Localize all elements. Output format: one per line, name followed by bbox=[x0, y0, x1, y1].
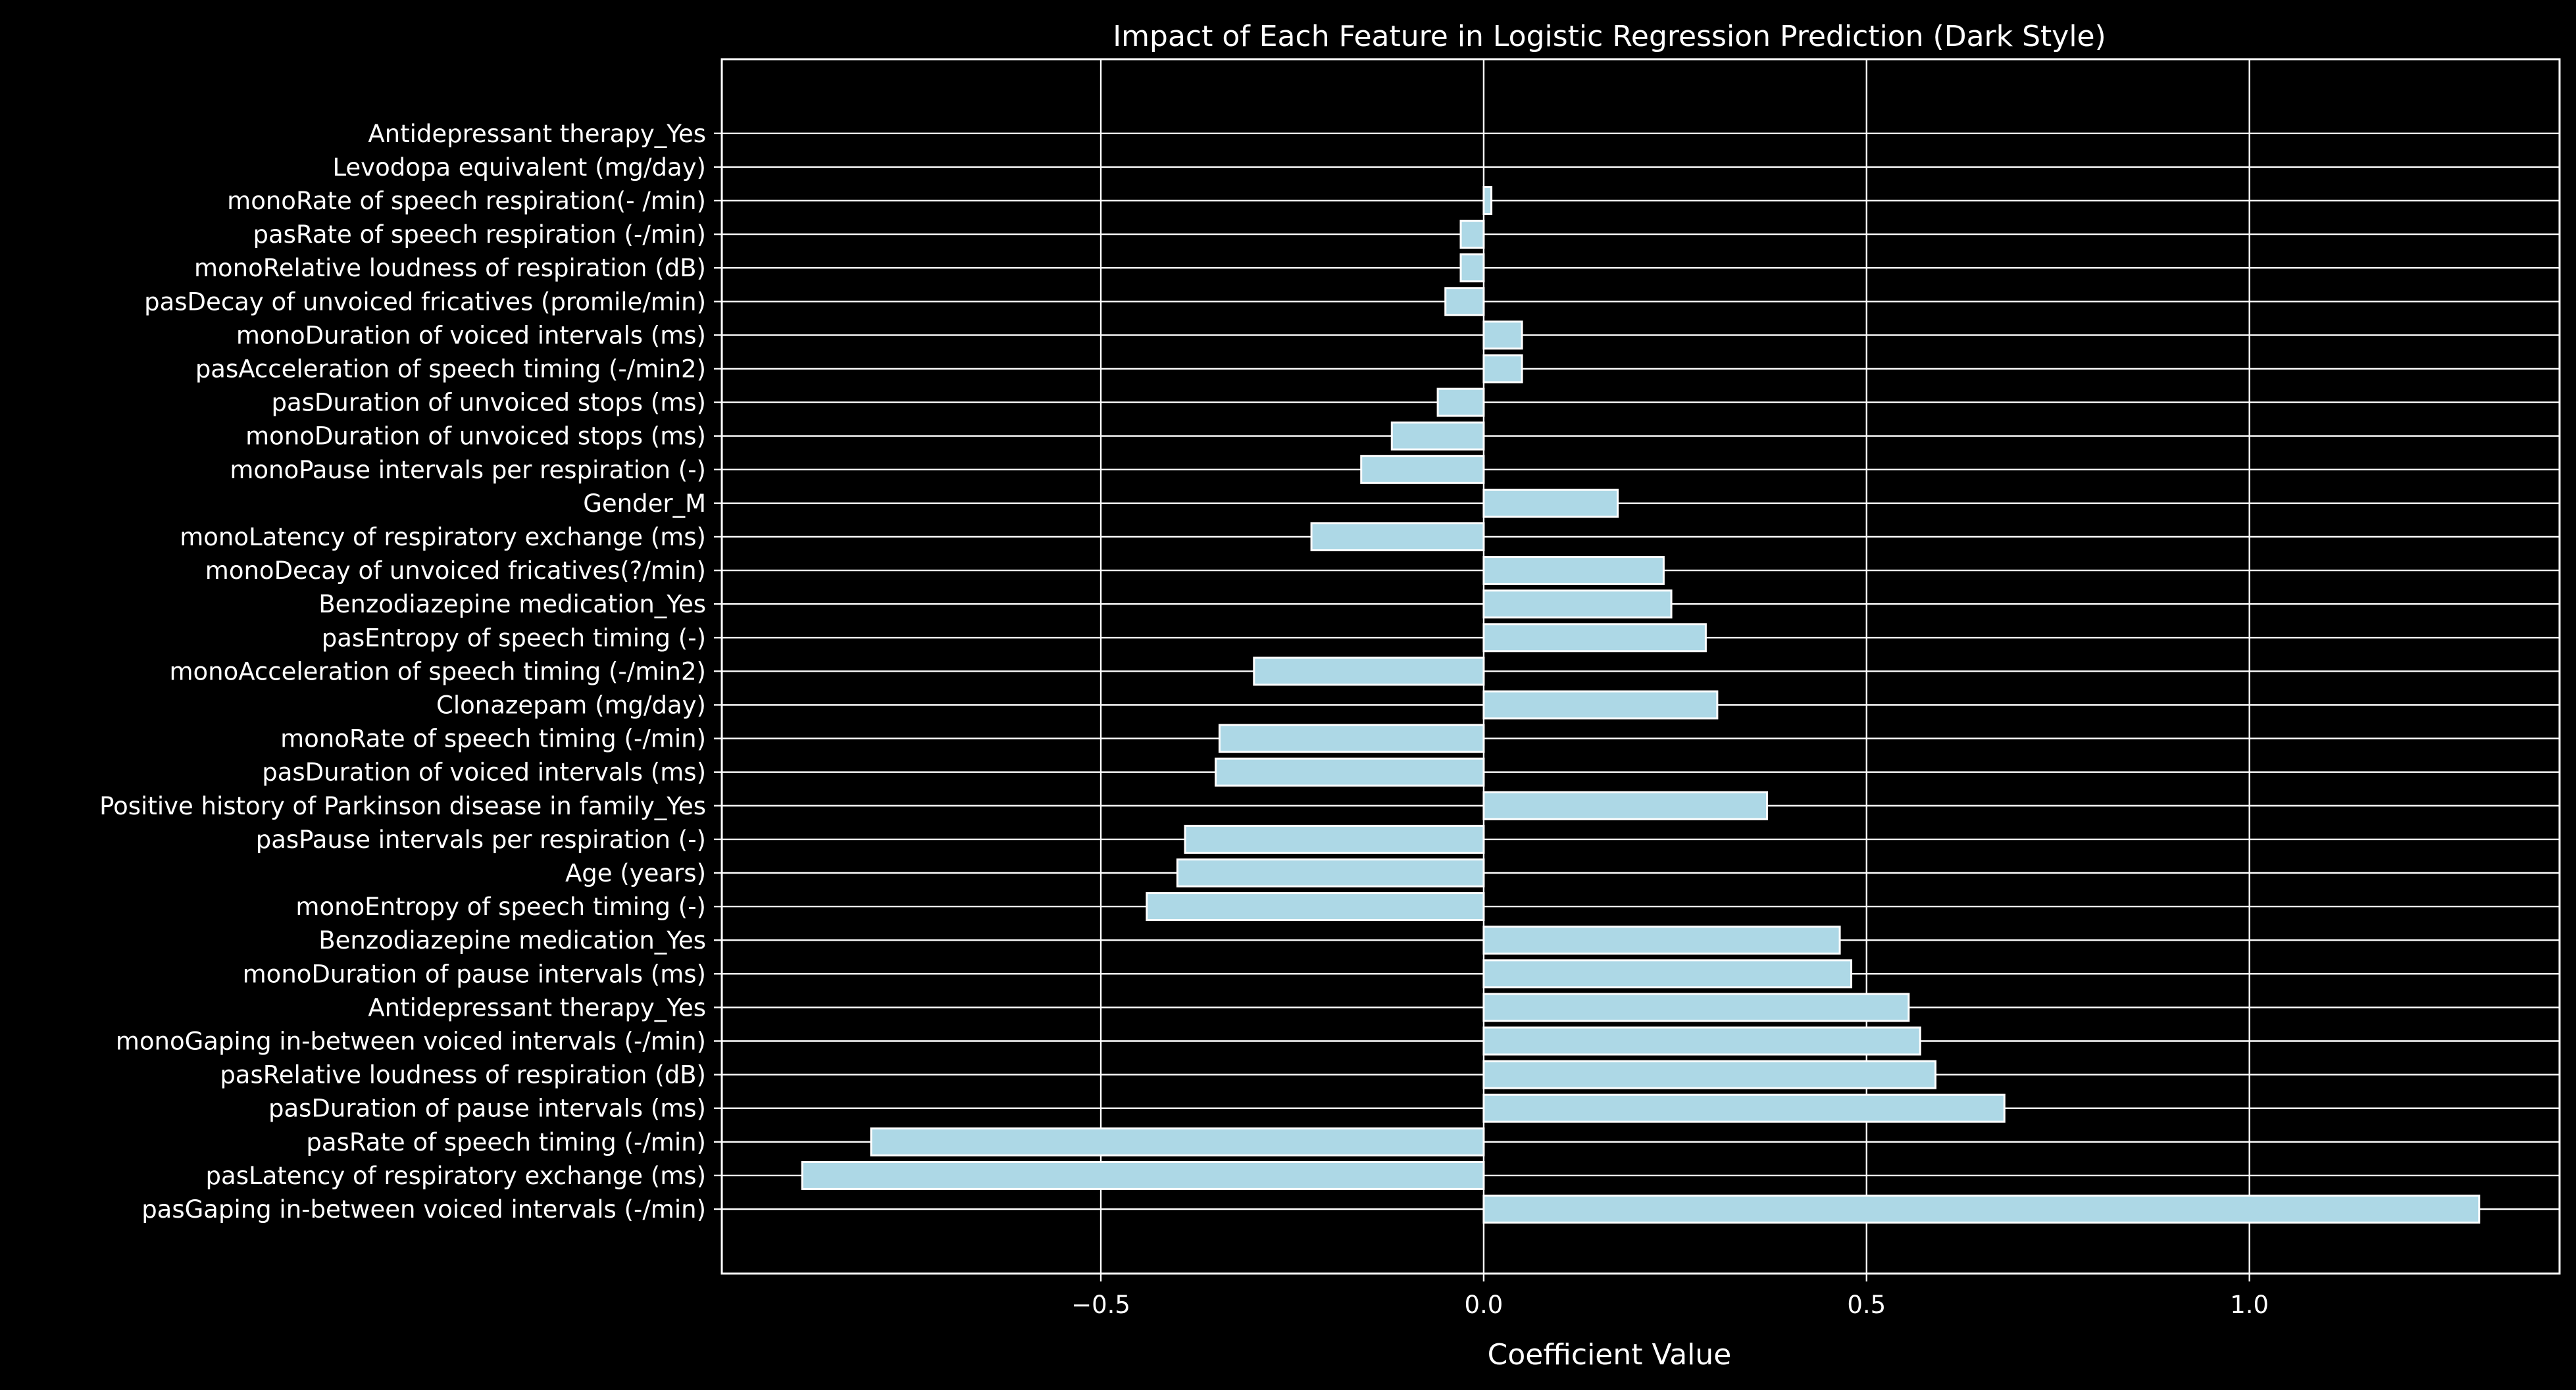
x-axis-ticks: −0.5 0.0 0.5 1.0 bbox=[1071, 1274, 2269, 1319]
bar bbox=[1360, 455, 1485, 484]
y-tick-label: pasLatency of respiratory exchange (ms) bbox=[206, 1162, 706, 1190]
bar bbox=[1146, 892, 1485, 922]
bar bbox=[801, 1160, 1485, 1190]
bar bbox=[1459, 220, 1485, 249]
bar bbox=[1482, 186, 1493, 215]
y-tick-label: monoRate of speech respiration(- /min) bbox=[227, 187, 706, 215]
bar bbox=[1482, 690, 1719, 720]
x-tick-label: 0.5 bbox=[1847, 1291, 1886, 1319]
bar bbox=[1482, 556, 1665, 585]
y-tick-label: monoGaping in-between voiced intervals (… bbox=[116, 1028, 706, 1056]
y-tick-label: pasEntropy of speech timing (-) bbox=[322, 624, 706, 652]
y-tick-label: Antidepressant therapy_Yes bbox=[368, 993, 706, 1022]
y-tick-label: pasRate of speech timing (-/min) bbox=[306, 1128, 706, 1156]
bar bbox=[1459, 253, 1485, 283]
y-tick-label: pasAcceleration of speech timing (-/min2… bbox=[195, 355, 706, 384]
y-axis-ticks: pasGaping in-between voiced intervals (-… bbox=[99, 120, 722, 1224]
bar bbox=[1482, 623, 1707, 653]
y-tick-label: Benzodiazepine medication_Yes bbox=[318, 590, 706, 618]
y-tick-label: monoEntropy of speech timing (-) bbox=[295, 893, 706, 921]
x-tick-label: 1.0 bbox=[2230, 1291, 2269, 1319]
bar bbox=[1482, 959, 1853, 989]
bar bbox=[1482, 589, 1673, 619]
x-tick-label: 0.0 bbox=[1465, 1291, 1503, 1319]
y-tick-label: Gender_M bbox=[583, 489, 706, 518]
bar bbox=[1390, 421, 1485, 451]
chart-title: Impact of Each Feature in Logistic Regre… bbox=[1113, 20, 2106, 53]
y-tick-label: monoRelative loudness of respiration (dB… bbox=[194, 254, 706, 282]
y-tick-label: monoDuration of pause intervals (ms) bbox=[243, 960, 706, 988]
bar bbox=[1482, 488, 1619, 518]
bar bbox=[1482, 1195, 2481, 1224]
x-tick-label: −0.5 bbox=[1071, 1291, 1130, 1319]
y-tick-label: Antidepressant therapy_Yes bbox=[368, 120, 706, 148]
axes-frame bbox=[720, 58, 2561, 1275]
y-tick-label: monoDecay of unvoiced fricatives(?/min) bbox=[205, 557, 706, 585]
bar bbox=[1184, 824, 1485, 854]
bar bbox=[870, 1127, 1485, 1156]
bar bbox=[1482, 1060, 1937, 1089]
y-tick-label: pasRate of speech respiration (-/min) bbox=[253, 220, 707, 249]
y-tick-label: monoAcceleration of speech timing (-/min… bbox=[169, 657, 706, 685]
bar bbox=[1482, 791, 1769, 820]
y-tick-label: pasPause intervals per respiration (-) bbox=[256, 826, 706, 854]
y-tick-label: monoDuration of voiced intervals (ms) bbox=[236, 321, 706, 349]
bars bbox=[801, 186, 2481, 1224]
bar bbox=[1444, 287, 1485, 316]
bar bbox=[1482, 320, 1523, 350]
y-tick-label: monoLatency of respiratory exchange (ms) bbox=[180, 523, 706, 551]
bar bbox=[1482, 926, 1841, 955]
y-tick-label: Benzodiazepine medication_Yes bbox=[318, 926, 706, 955]
y-tick-label: monoDuration of unvoiced stops (ms) bbox=[245, 422, 706, 451]
y-tick-label: Age (years) bbox=[565, 859, 706, 887]
bar bbox=[1482, 1026, 1921, 1056]
y-tick-label: Clonazepam (mg/day) bbox=[436, 691, 706, 720]
y-tick-label: Positive history of Parkinson disease in… bbox=[99, 792, 706, 820]
bar bbox=[1215, 757, 1485, 787]
y-tick-label: pasDecay of unvoiced fricatives (promile… bbox=[144, 287, 706, 316]
bar bbox=[1310, 522, 1485, 551]
y-tick-label: pasDuration of pause intervals (ms) bbox=[268, 1095, 706, 1123]
bar bbox=[1482, 354, 1523, 384]
bar bbox=[1253, 657, 1485, 686]
y-tick-label: Levodopa equivalent (mg/day) bbox=[332, 153, 706, 182]
bar bbox=[1482, 993, 1910, 1022]
y-tick-label: pasRelative loudness of respiration (dB) bbox=[220, 1061, 706, 1089]
y-tick-label: pasGaping in-between voiced intervals (-… bbox=[141, 1195, 706, 1224]
y-tick-label: pasDuration of voiced intervals (ms) bbox=[262, 758, 706, 787]
x-axis-label: Coefficient Value bbox=[1488, 1338, 1732, 1372]
bar bbox=[1218, 724, 1485, 753]
bar bbox=[1176, 858, 1485, 887]
y-tick-label: pasDuration of unvoiced stops (ms) bbox=[271, 389, 706, 417]
bar bbox=[1436, 387, 1485, 417]
bar bbox=[1482, 1093, 2006, 1123]
y-tick-label: monoRate of speech timing (-/min) bbox=[280, 725, 706, 753]
y-tick-label: monoPause intervals per respiration (-) bbox=[230, 456, 706, 484]
